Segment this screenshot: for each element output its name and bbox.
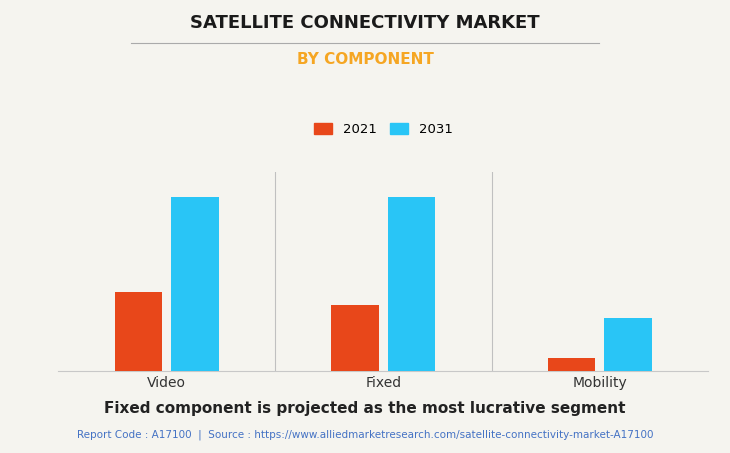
Text: SATELLITE CONNECTIVITY MARKET: SATELLITE CONNECTIVITY MARKET [191, 14, 539, 32]
Bar [548, 358, 596, 371]
Bar [115, 292, 162, 371]
Text: BY COMPONENT: BY COMPONENT [296, 52, 434, 67]
Bar [604, 318, 652, 371]
Bar [331, 305, 379, 371]
Bar [171, 197, 219, 371]
Bar [388, 197, 435, 371]
Text: Report Code : A17100  |  Source : https://www.alliedmarketresearch.com/satellite: Report Code : A17100 | Source : https://… [77, 429, 653, 440]
Legend: 2021, 2031: 2021, 2031 [314, 123, 453, 136]
Text: Fixed component is projected as the most lucrative segment: Fixed component is projected as the most… [104, 401, 626, 416]
